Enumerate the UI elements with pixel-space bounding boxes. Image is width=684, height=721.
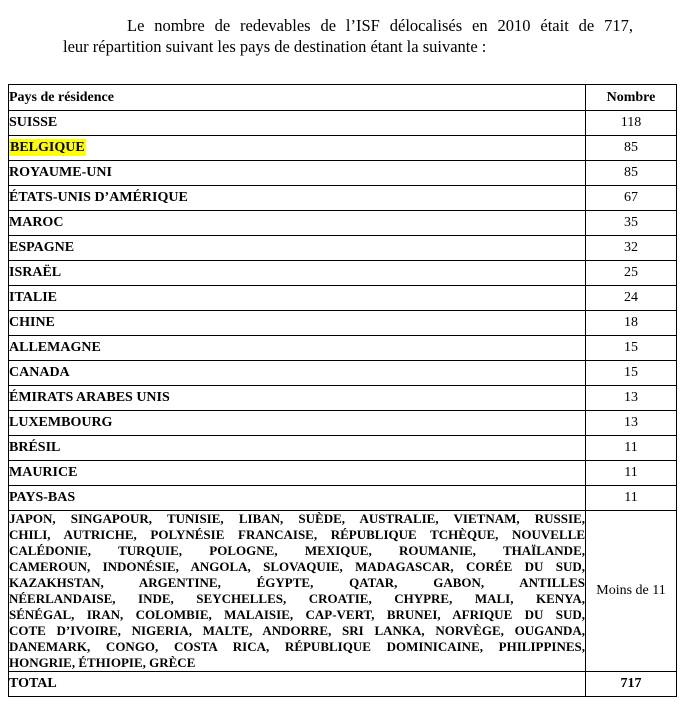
column-header-count: Nombre bbox=[585, 84, 677, 111]
intro-line-2: leur répartition suivant les pays de des… bbox=[63, 37, 487, 56]
country-label: ESPAGNE bbox=[9, 240, 75, 255]
total-row: TOTAL 717 bbox=[8, 671, 677, 697]
country-label: BRÉSIL bbox=[9, 440, 61, 455]
count-cell: 85 bbox=[585, 160, 677, 186]
others-line: COTE D’IVOIRE, NIGERIA, MALTE, ANDORRE, … bbox=[9, 623, 585, 638]
count-cell: 24 bbox=[585, 285, 677, 311]
table-row: PAYS-BAS 11 bbox=[8, 485, 677, 511]
country-label: PAYS-BAS bbox=[9, 490, 76, 505]
others-line: CAMEROUN, INDONÉSIE, ANGOLA, SLOVAQUIE, … bbox=[9, 559, 585, 574]
country-label: ÉMIRATS ARABES UNIS bbox=[9, 390, 170, 405]
country-cell: ÉTATS-UNIS D’AMÉRIQUE bbox=[8, 185, 586, 211]
table-row: ÉMIRATS ARABES UNIS 13 bbox=[8, 385, 677, 411]
count-cell: 32 bbox=[585, 235, 677, 261]
country-cell: ROYAUME-UNI bbox=[8, 160, 586, 186]
table-row: ROYAUME-UNI 85 bbox=[8, 160, 677, 186]
country-label: MAROC bbox=[9, 215, 64, 230]
others-count-cell: Moins de 11 bbox=[585, 510, 677, 672]
country-cell: ESPAGNE bbox=[8, 235, 586, 261]
table-row: ALLEMAGNE 15 bbox=[8, 335, 677, 361]
count-cell: 11 bbox=[585, 460, 677, 486]
count-cell: 118 bbox=[585, 110, 677, 136]
country-label: ÉTATS-UNIS D’AMÉRIQUE bbox=[9, 190, 188, 205]
country-cell: ÉMIRATS ARABES UNIS bbox=[8, 385, 586, 411]
country-label-highlighted: BELGIQUE bbox=[9, 139, 86, 156]
others-line: CHILI, AUTRICHE, POLYNÉSIE FRANCAISE, RÉ… bbox=[9, 527, 585, 542]
isf-destination-table: Pays de résidence Nombre SUISSE 118 BELG… bbox=[8, 84, 677, 697]
country-cell: SUISSE bbox=[8, 110, 586, 136]
table-header-row: Pays de résidence Nombre bbox=[8, 84, 677, 111]
total-label-cell: TOTAL bbox=[8, 671, 586, 697]
table-row: ESPAGNE 32 bbox=[8, 235, 677, 261]
others-line: KAZAKHSTAN, ARGENTINE, ÉGYPTE, QATAR, GA… bbox=[9, 575, 585, 590]
table-row: ÉTATS-UNIS D’AMÉRIQUE 67 bbox=[8, 185, 677, 211]
others-row: JAPON, SINGAPOUR, TUNISIE, LIBAN, SUÈDE,… bbox=[8, 510, 677, 672]
table-row: SUISSE 118 bbox=[8, 110, 677, 136]
table-row: CANADA 15 bbox=[8, 360, 677, 386]
count-cell: 18 bbox=[585, 310, 677, 336]
count-cell: 11 bbox=[585, 485, 677, 511]
country-label: CHINE bbox=[9, 315, 55, 330]
total-count-cell: 717 bbox=[585, 671, 677, 697]
country-cell: CHINE bbox=[8, 310, 586, 336]
others-line: SÉNÉGAL, IRAN, COLOMBIE, MALAISIE, CAP-V… bbox=[9, 607, 585, 622]
others-line: NÉERLANDAISE, INDE, SEYCHELLES, CROATIE,… bbox=[9, 591, 585, 606]
count-cell: 35 bbox=[585, 210, 677, 236]
country-cell: ISRAËL bbox=[8, 260, 586, 286]
others-line: HONGRIE, ÉTHIOPIE, GRÈCE bbox=[9, 655, 196, 670]
table-row: ITALIE 24 bbox=[8, 285, 677, 311]
others-line: CALÉDONIE, TURQUIE, POLOGNE, MEXIQUE, RO… bbox=[9, 543, 585, 558]
table-row: BRÉSIL 11 bbox=[8, 435, 677, 461]
country-cell: MAROC bbox=[8, 210, 586, 236]
country-label: MAURICE bbox=[9, 465, 78, 480]
country-cell: LUXEMBOURG bbox=[8, 410, 586, 436]
others-line: JAPON, SINGAPOUR, TUNISIE, LIBAN, SUÈDE,… bbox=[9, 511, 585, 526]
count-cell: 67 bbox=[585, 185, 677, 211]
count-cell: 11 bbox=[585, 435, 677, 461]
country-label: ITALIE bbox=[9, 290, 57, 305]
table-row: MAURICE 11 bbox=[8, 460, 677, 486]
count-cell: 25 bbox=[585, 260, 677, 286]
count-cell: 13 bbox=[585, 385, 677, 411]
country-cell: ALLEMAGNE bbox=[8, 335, 586, 361]
count-cell: 85 bbox=[585, 135, 677, 161]
country-cell: MAURICE bbox=[8, 460, 586, 486]
others-line: DANEMARK, CONGO, COSTA RICA, RÉPUBLIQUE … bbox=[9, 639, 585, 654]
country-label: ALLEMAGNE bbox=[9, 340, 101, 355]
intro-paragraph: Le nombre de redevables de l’ISF délocal… bbox=[63, 15, 633, 57]
country-cell: PAYS-BAS bbox=[8, 485, 586, 511]
table-row: CHINE 18 bbox=[8, 310, 677, 336]
country-cell: CANADA bbox=[8, 360, 586, 386]
country-label: CANADA bbox=[9, 365, 70, 380]
others-countries-cell: JAPON, SINGAPOUR, TUNISIE, LIBAN, SUÈDE,… bbox=[8, 510, 586, 672]
country-label: ISRAËL bbox=[9, 265, 62, 280]
table-row: BELGIQUE 85 bbox=[8, 135, 677, 161]
column-header-country: Pays de résidence bbox=[8, 84, 586, 111]
table-row: ISRAËL 25 bbox=[8, 260, 677, 286]
table-row: LUXEMBOURG 13 bbox=[8, 410, 677, 436]
country-label: ROYAUME-UNI bbox=[9, 165, 112, 180]
count-cell: 15 bbox=[585, 335, 677, 361]
country-cell: BELGIQUE bbox=[8, 135, 586, 161]
country-label: SUISSE bbox=[9, 115, 58, 130]
country-label: LUXEMBOURG bbox=[9, 415, 113, 430]
country-cell: BRÉSIL bbox=[8, 435, 586, 461]
intro-line-1: Le nombre de redevables de l’ISF délocal… bbox=[127, 16, 633, 35]
count-cell: 15 bbox=[585, 360, 677, 386]
count-cell: 13 bbox=[585, 410, 677, 436]
table-row: MAROC 35 bbox=[8, 210, 677, 236]
country-cell: ITALIE bbox=[8, 285, 586, 311]
